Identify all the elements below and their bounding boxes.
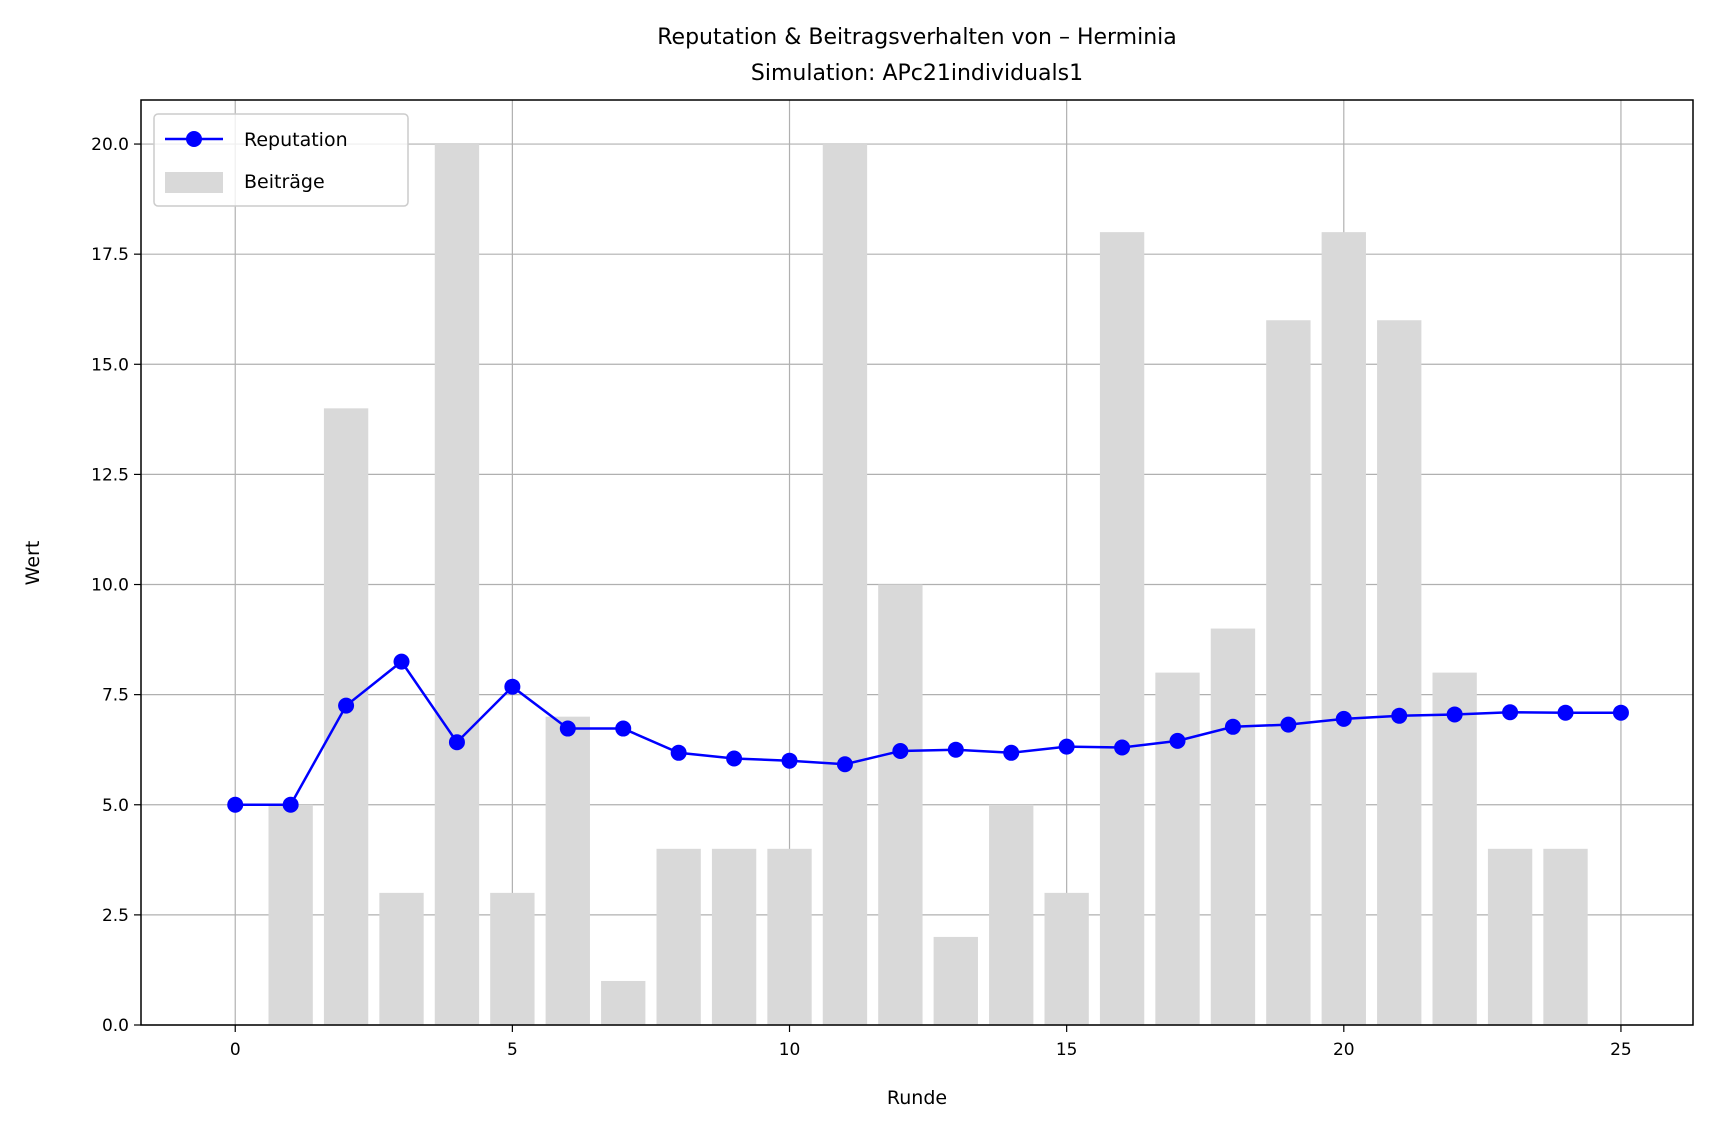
chart-subtitle: Simulation: APc21individuals1 xyxy=(751,61,1083,86)
y-tick-label: 17.5 xyxy=(91,245,129,265)
bar-beitraege xyxy=(545,716,590,1025)
reputation-point xyxy=(781,752,798,769)
reputation-point xyxy=(1502,704,1519,721)
plot-frame xyxy=(140,99,1694,1026)
reputation-point xyxy=(947,741,964,758)
bar-beitraege xyxy=(933,936,978,1025)
bar-beitraege xyxy=(379,892,424,1025)
reputation-point xyxy=(892,743,909,760)
bar-beitraege xyxy=(822,144,868,1026)
bar-beitraege xyxy=(878,584,923,1025)
y-tick-label: 2.5 xyxy=(102,906,129,926)
reputation-point xyxy=(504,678,521,695)
x-tick-label: 25 xyxy=(1610,1040,1632,1060)
legend-beitraege-label: Beiträge xyxy=(244,171,325,193)
bar-beitraege xyxy=(1321,232,1366,1026)
bar-beitraege xyxy=(323,408,369,1025)
x-tick-label: 5 xyxy=(507,1040,518,1060)
x-tick-label: 0 xyxy=(230,1040,241,1060)
reputation-point xyxy=(448,734,465,751)
reputation-point xyxy=(282,796,299,813)
reputation-point xyxy=(615,720,632,737)
bar-beitraege xyxy=(601,980,646,1025)
bar-beitraege xyxy=(1377,320,1422,1025)
reputation-line xyxy=(235,659,1621,807)
bar-beitraege xyxy=(1266,320,1311,1025)
reputation-point xyxy=(338,697,355,714)
legend: Reputation Beiträge xyxy=(153,113,409,207)
reputation-point xyxy=(1003,744,1020,761)
bar-beitraege xyxy=(711,848,757,1025)
bar-beitraege xyxy=(767,848,812,1025)
reputation-point xyxy=(1557,704,1574,721)
reputation-point xyxy=(1058,738,1075,755)
bar-beitraege xyxy=(268,804,313,1025)
reputation-point xyxy=(559,720,576,737)
legend-reputation-marker xyxy=(186,131,202,147)
legend-beitraege-swatch xyxy=(165,172,223,193)
reputation-point xyxy=(1169,732,1186,749)
bar-beitraege xyxy=(1099,232,1145,1026)
reputation-point xyxy=(836,756,853,773)
bar-beitraege xyxy=(1487,848,1533,1025)
reputation-point xyxy=(1335,710,1352,727)
reputation-point xyxy=(1391,707,1408,724)
reputation-point xyxy=(1612,704,1629,721)
bar-beitraege xyxy=(1543,848,1588,1025)
bar-beitraege xyxy=(1432,672,1477,1025)
x-tick-label: 20 xyxy=(1333,1040,1355,1060)
reputation-point xyxy=(393,653,410,670)
reputation-point xyxy=(227,796,244,813)
reputation-point xyxy=(726,750,743,767)
bar-beitraege xyxy=(989,804,1034,1025)
y-tick-label: 7.5 xyxy=(102,686,129,706)
reputation-point xyxy=(1446,706,1463,723)
legend-reputation-label: Reputation xyxy=(244,129,348,151)
bar-beitraege xyxy=(490,892,535,1025)
bar-beitraege xyxy=(434,144,480,1026)
x-tick-label: 10 xyxy=(779,1040,801,1060)
reputation-point xyxy=(1114,739,1131,756)
x-axis-label: Runde xyxy=(887,1087,947,1109)
bar-beitraege xyxy=(1155,672,1200,1025)
y-tick-label: 0.0 xyxy=(102,1016,129,1036)
y-axis-label: Wert xyxy=(22,541,44,586)
bar-beitraege xyxy=(1044,892,1089,1025)
line-series-reputation xyxy=(227,653,1629,813)
reputation-point xyxy=(1280,716,1297,733)
bar-beitraege xyxy=(1210,628,1256,1025)
bar-beitraege xyxy=(656,848,701,1025)
y-tick-label: 10.0 xyxy=(91,576,129,596)
chart-title: Reputation & Beitragsverhalten von – Her… xyxy=(657,25,1177,50)
y-tick-label: 5.0 xyxy=(102,796,129,816)
y-tick-label: 20.0 xyxy=(91,135,129,155)
reputation-point xyxy=(1224,718,1241,735)
axis-ticks: 0 5 10 15 20 25 0.0 2.5 5.0 7.5 10.0 12.5 15.0 17.5 20… xyxy=(91,135,1632,1060)
y-tick-label: 15.0 xyxy=(91,355,129,375)
y-tick-label: 12.5 xyxy=(91,465,129,485)
reputation-point xyxy=(670,744,687,761)
bar-series-beitraege xyxy=(268,144,1588,1026)
x-tick-label: 15 xyxy=(1056,1040,1078,1060)
